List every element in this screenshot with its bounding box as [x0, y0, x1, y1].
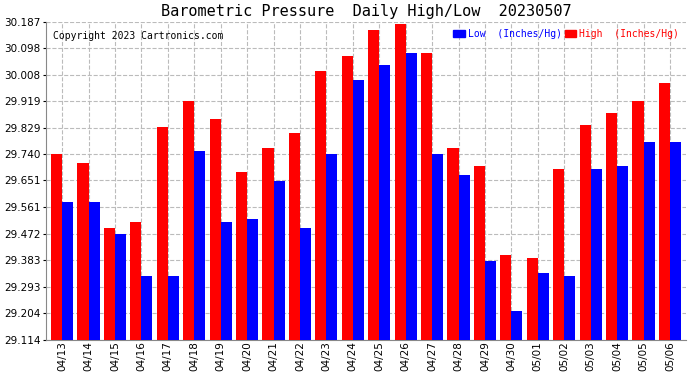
Bar	[342, 56, 353, 340]
Bar	[538, 273, 549, 340]
Bar	[564, 276, 575, 340]
Bar	[130, 222, 141, 340]
Bar	[168, 276, 179, 340]
Bar	[221, 222, 232, 340]
Bar	[511, 311, 522, 340]
Bar	[273, 181, 284, 340]
Bar	[580, 124, 591, 340]
Bar	[459, 175, 470, 340]
Bar	[210, 118, 221, 340]
Bar	[500, 255, 511, 340]
Bar	[670, 142, 681, 340]
Bar	[421, 53, 432, 340]
Title: Barometric Pressure  Daily High/Low  20230507: Barometric Pressure Daily High/Low 20230…	[161, 4, 571, 19]
Bar	[606, 112, 617, 340]
Bar	[591, 169, 602, 340]
Bar	[247, 219, 258, 340]
Bar	[406, 53, 417, 340]
Bar	[194, 151, 206, 340]
Legend: Low  (Inches/Hg), High  (Inches/Hg): Low (Inches/Hg), High (Inches/Hg)	[451, 27, 681, 40]
Bar	[353, 80, 364, 340]
Bar	[62, 201, 73, 340]
Bar	[617, 166, 628, 340]
Bar	[395, 24, 406, 340]
Bar	[157, 128, 168, 340]
Bar	[300, 228, 311, 340]
Bar	[115, 234, 126, 340]
Bar	[485, 261, 496, 340]
Bar	[659, 83, 670, 340]
Bar	[326, 154, 337, 340]
Bar	[51, 154, 62, 340]
Bar	[432, 154, 443, 340]
Bar	[474, 166, 485, 340]
Bar	[633, 101, 644, 340]
Text: Copyright 2023 Cartronics.com: Copyright 2023 Cartronics.com	[52, 31, 223, 41]
Bar	[88, 201, 99, 340]
Bar	[526, 258, 538, 340]
Bar	[315, 71, 326, 340]
Bar	[104, 228, 115, 340]
Bar	[447, 148, 459, 340]
Bar	[644, 142, 655, 340]
Bar	[553, 169, 564, 340]
Bar	[289, 134, 300, 340]
Bar	[141, 276, 152, 340]
Bar	[262, 148, 273, 340]
Bar	[236, 172, 247, 340]
Bar	[368, 30, 380, 340]
Bar	[380, 65, 391, 340]
Bar	[77, 163, 88, 340]
Bar	[183, 101, 194, 340]
